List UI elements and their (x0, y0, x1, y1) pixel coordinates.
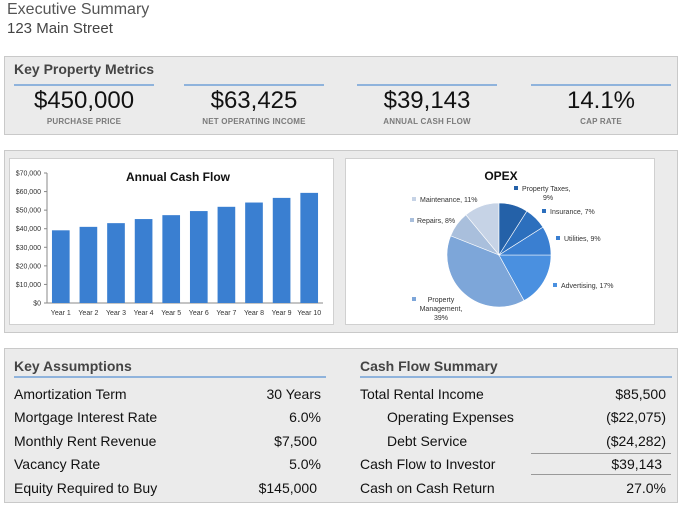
pie-label-utilities: Utilities, 9% (564, 236, 601, 243)
x-tick-label: Year 3 (106, 310, 126, 317)
annual-cash-flow-chart: Annual Cash Flow $0 $10,000 $20,000 $30,000… (16, 170, 323, 317)
key-metrics-title: Key Property Metrics (14, 61, 155, 77)
cash-flow-label: Cash on Cash Return (360, 480, 495, 496)
x-tick-label: Year 1 (51, 310, 71, 317)
bar (162, 215, 181, 303)
pie-chart-box: OPEX Property Taxes, 9% Insurance, 7% Ut… (345, 158, 655, 325)
assumption-value: 6.0% (289, 409, 321, 425)
assumption-value: 30 Years (266, 386, 322, 402)
cap-rate-value: 14.1% (566, 87, 636, 114)
pie-label-repairs: Repairs, 8% (417, 218, 455, 225)
cash-flow-label: Debt Service (387, 433, 468, 449)
bar (134, 219, 153, 303)
pie-label-taxes-1: Property Taxes, (522, 186, 571, 193)
pie-slice (446, 235, 525, 308)
y-tick-label: $30,000 (16, 245, 41, 252)
x-tick-label: Year 6 (189, 310, 209, 317)
assumption-label: Mortgage Interest Rate (14, 409, 158, 425)
x-tick-label: Year 5 (161, 310, 181, 317)
legend-marker-utilities (556, 236, 560, 240)
y-tick-label: $10,000 (16, 282, 41, 289)
opex-chart: OPEX Property Taxes, 9% Insurance, 7% Ut… (410, 169, 614, 322)
pie-label-advertising: Advertising, 17% (561, 283, 614, 290)
assumption-label: Amortization Term (14, 386, 127, 402)
assumption-label: Monthly Rent Revenue (14, 433, 157, 449)
cash-flow-value: $39,143 (611, 456, 662, 472)
pie-chart-title: OPEX (484, 169, 517, 183)
assumption-value: 5.0% (289, 456, 321, 472)
cash-flow-rule (360, 376, 672, 378)
bar (272, 197, 291, 303)
bar-chart-box: Annual Cash Flow $0 $10,000 $20,000 $30,000… (9, 158, 334, 325)
bar (300, 192, 319, 303)
property-address: 123 Main Street (7, 20, 113, 37)
bar (217, 206, 236, 303)
key-metrics-panel: Key Property Metrics $450,000 PURCHASE P… (4, 56, 678, 135)
total-rule (531, 474, 671, 475)
legend-marker-management (412, 297, 416, 301)
report-title: Executive Summary (7, 1, 150, 18)
y-tick-label: $20,000 (16, 263, 41, 270)
bar (245, 202, 263, 303)
noi-value: $63,425 (210, 87, 298, 114)
cap-rate-label: CAP RATE (580, 117, 622, 126)
charts-panel: Annual Cash Flow $0 $10,000 $20,000 $30,000… (4, 150, 678, 333)
purchase-price-value: $450,000 (33, 87, 135, 114)
x-tick-label: Year 10 (297, 310, 321, 317)
pie-label-management-3: 39% (434, 315, 448, 322)
assumption-value: $145,000 (258, 480, 317, 496)
key-assumptions-title: Key Assumptions (14, 358, 132, 374)
x-tick-label: Year 9 (272, 310, 292, 317)
metric-rule-1 (14, 84, 154, 86)
cash-flow-value: 27.0% (626, 480, 666, 496)
bar (107, 223, 125, 303)
assumption-label: Equity Required to Buy (14, 480, 158, 496)
legend-marker-repairs (410, 218, 414, 222)
x-tick-label: Year 2 (78, 310, 98, 317)
assumption-label: Vacancy Rate (14, 456, 101, 472)
y-tick-label: $0 (33, 301, 41, 308)
pie-label-taxes-2: 9% (543, 195, 553, 202)
purchase-price-label: PURCHASE PRICE (46, 117, 122, 126)
cash-flow-summary-title: Cash Flow Summary (360, 358, 498, 374)
metric-rule-3 (357, 84, 497, 86)
y-tick-label: $50,000 (16, 208, 41, 215)
subtotal-rule (531, 453, 671, 454)
y-tick-label: $40,000 (16, 226, 41, 233)
pie-label-insurance: Insurance, 7% (550, 209, 595, 216)
metric-rule-2 (184, 84, 324, 86)
cash-flow-value: ($24,282) (606, 433, 666, 449)
pie-label-management-2: Management, (420, 306, 463, 313)
x-tick-label: Year 8 (244, 310, 264, 317)
cash-flow-label: Cash Flow to Investor (360, 456, 496, 472)
bar (79, 226, 98, 303)
bar-chart-title: Annual Cash Flow (126, 170, 231, 184)
assumption-value: $7,500 (274, 433, 317, 449)
pie-label-management-1: Property (428, 297, 455, 304)
legend-marker-advertising (553, 283, 557, 287)
pie-label-maintenance: Maintenance, 11% (420, 197, 477, 204)
annual-cash-flow-value: $39,143 (383, 87, 471, 114)
cash-flow-value: $85,500 (615, 386, 666, 402)
bottom-panel: Key Assumptions Amortization Term 30 Yea… (4, 348, 678, 503)
bar (51, 230, 70, 303)
legend-marker-maintenance (412, 197, 416, 201)
bar (189, 211, 208, 303)
noi-label: NET OPERATING INCOME (202, 117, 306, 126)
cash-flow-label: Operating Expenses (387, 409, 514, 425)
y-tick-label: $70,000 (16, 171, 41, 178)
y-tick-label: $60,000 (16, 189, 41, 196)
assumptions-rule (14, 376, 326, 378)
pie-slice (498, 254, 552, 301)
metric-rule-4 (531, 84, 671, 86)
cash-flow-label: Total Rental Income (360, 386, 484, 402)
cash-flow-value: ($22,075) (606, 409, 666, 425)
annual-cash-flow-label: ANNUAL CASH FLOW (383, 117, 471, 126)
x-tick-label: Year 4 (134, 310, 154, 317)
legend-marker-taxes (514, 186, 518, 190)
pie-slice (498, 202, 528, 257)
legend-marker-insurance (542, 209, 546, 213)
x-tick-label: Year 7 (216, 310, 236, 317)
